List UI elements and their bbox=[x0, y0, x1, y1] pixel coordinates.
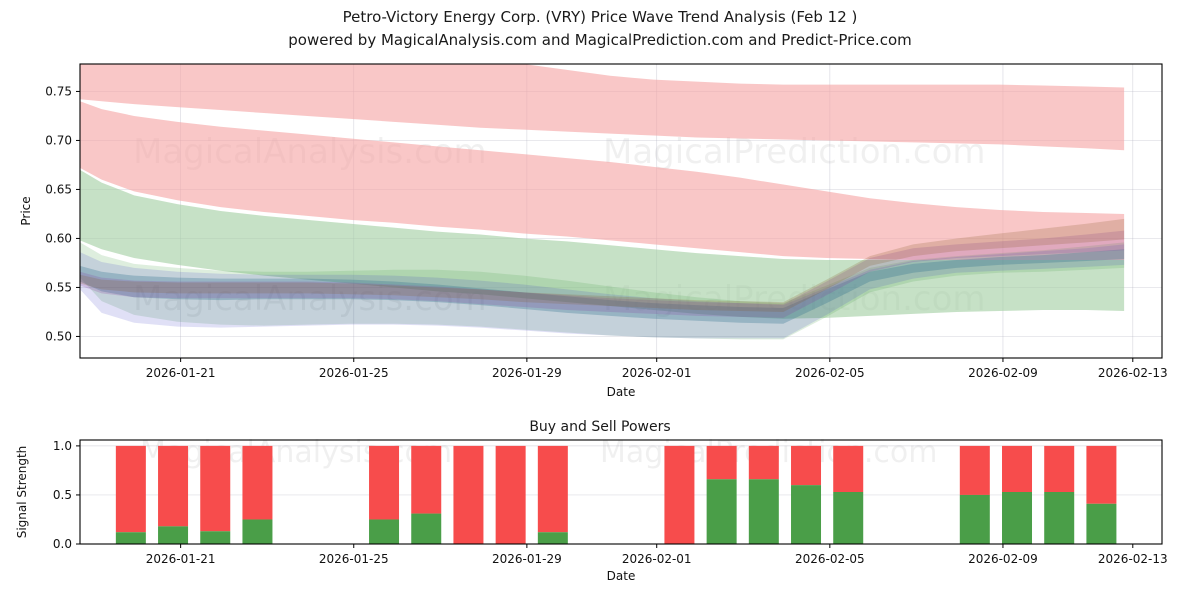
buy-power-bar[interactable] bbox=[537, 532, 568, 544]
signal-bars bbox=[115, 445, 1117, 544]
sell-power-bar[interactable] bbox=[1086, 445, 1117, 504]
signal-xtick: 2026-01-21 bbox=[146, 552, 216, 566]
price-ytick: 0.55 bbox=[45, 280, 72, 294]
sell-power-bar[interactable] bbox=[664, 445, 695, 544]
band-wave-green-outer-upper bbox=[80, 242, 1125, 340]
page-title: Petro-Victory Energy Corp. (VRY) Price W… bbox=[342, 8, 858, 26]
signal-ytick: 0.5 bbox=[53, 488, 72, 502]
signal-xtick: 2026-02-01 bbox=[622, 552, 692, 566]
sell-power-bar[interactable] bbox=[158, 445, 189, 527]
band-wave-core-upper bbox=[80, 249, 1125, 324]
sell-power-bar[interactable] bbox=[1002, 445, 1033, 492]
buy-power-bar[interactable] bbox=[706, 479, 737, 544]
sell-power-bar[interactable] bbox=[453, 445, 484, 544]
price-ytick: 0.65 bbox=[45, 182, 72, 196]
signal-ytick: 1.0 bbox=[53, 439, 72, 453]
sell-power-bar[interactable] bbox=[959, 445, 990, 495]
buy-power-bar[interactable] bbox=[369, 519, 400, 544]
signal-xtick: 2026-02-05 bbox=[795, 552, 865, 566]
signal-axes-frame bbox=[79, 439, 1163, 545]
buy-power-bar[interactable] bbox=[115, 532, 146, 544]
buy-sell-chart: MagicalAnalysis.com MagicalPrediction.co… bbox=[53, 435, 1168, 566]
buy-power-bar[interactable] bbox=[1086, 503, 1117, 544]
price-x-axis-label: Date bbox=[607, 385, 636, 399]
price-ytick: 0.60 bbox=[45, 231, 72, 245]
sell-power-bar[interactable] bbox=[200, 445, 231, 532]
band-upper-red-band-top bbox=[80, 64, 1125, 151]
sell-power-bar[interactable] bbox=[748, 445, 779, 480]
price-xtick: 2026-02-09 bbox=[968, 366, 1038, 380]
signal-y-tick-labels: 0.0 0.5 1.0 bbox=[53, 439, 80, 551]
buy-power-bar[interactable] bbox=[1044, 492, 1075, 544]
sell-power-bar[interactable] bbox=[537, 445, 568, 533]
price-xtick: 2026-01-29 bbox=[492, 366, 562, 380]
price-y-tick-labels: 0.50 0.55 0.60 0.65 0.70 0.75 bbox=[45, 84, 80, 343]
buy-sell-chart-title: Buy and Sell Powers bbox=[529, 419, 671, 435]
sell-power-bar[interactable] bbox=[706, 445, 737, 480]
sell-power-bar[interactable] bbox=[115, 445, 146, 533]
buy-power-bar[interactable] bbox=[959, 494, 990, 544]
price-ytick: 0.75 bbox=[45, 84, 72, 98]
band-wave-purple-upper bbox=[80, 230, 1125, 318]
band-green-band-top bbox=[80, 169, 1125, 319]
price-xtick: 2026-02-01 bbox=[622, 366, 692, 380]
buy-power-bar[interactable] bbox=[242, 519, 273, 544]
sell-power-bar[interactable] bbox=[833, 445, 864, 492]
band-mid-red-band-top bbox=[80, 101, 1125, 261]
price-xtick: 2026-02-13 bbox=[1098, 366, 1168, 380]
band-wave-brown-upper bbox=[80, 218, 1125, 312]
page-subtitle: powered by MagicalAnalysis.com and Magic… bbox=[288, 31, 912, 49]
buy-power-bar[interactable] bbox=[200, 531, 231, 544]
price-x-tick-labels: 2026-01-21 2026-01-25 2026-01-29 2026-02-01… bbox=[146, 358, 1168, 380]
signal-x-tick-labels: 2026-01-21 2026-01-25 2026-01-29 2026-02-01… bbox=[146, 544, 1168, 566]
buy-power-bar[interactable] bbox=[1002, 492, 1033, 544]
price-y-axis-label: Price bbox=[19, 196, 33, 225]
band-wave-blue-outer-upper bbox=[80, 244, 1125, 339]
sell-power-bar[interactable] bbox=[1044, 445, 1075, 492]
sell-power-bar[interactable] bbox=[369, 445, 400, 520]
signal-xtick: 2026-01-25 bbox=[319, 552, 389, 566]
price-xtick: 2026-01-21 bbox=[146, 366, 216, 380]
sell-power-bar[interactable] bbox=[495, 445, 526, 544]
sell-power-bar[interactable] bbox=[791, 445, 822, 486]
signal-xtick: 2026-02-09 bbox=[968, 552, 1038, 566]
price-ytick: 0.50 bbox=[45, 329, 72, 343]
price-axes-frame bbox=[79, 63, 1163, 359]
signal-xtick: 2026-01-29 bbox=[492, 552, 562, 566]
signal-xtick: 2026-02-13 bbox=[1098, 552, 1168, 566]
buy-power-bar[interactable] bbox=[833, 492, 864, 544]
buy-power-bar[interactable] bbox=[411, 513, 442, 544]
price-band-areas bbox=[80, 64, 1125, 340]
signal-ytick: 0.0 bbox=[53, 537, 72, 551]
watermark-analysis-bottom: MagicalAnalysis.com bbox=[140, 435, 452, 470]
signal-y-axis-label: Signal Strength bbox=[15, 446, 29, 539]
sell-power-bar[interactable] bbox=[411, 445, 442, 514]
price-wave-chart: MagicalAnalysis.com MagicalPrediction.co… bbox=[45, 63, 1168, 380]
signal-x-axis-label: Date bbox=[607, 569, 636, 583]
price-xtick: 2026-02-05 bbox=[795, 366, 865, 380]
price-ytick: 0.70 bbox=[45, 133, 72, 147]
sell-power-bar[interactable] bbox=[242, 445, 273, 520]
buy-power-bar[interactable] bbox=[791, 485, 822, 544]
price-xtick: 2026-01-25 bbox=[319, 366, 389, 380]
buy-power-bar[interactable] bbox=[158, 526, 189, 544]
buy-power-bar[interactable] bbox=[748, 479, 779, 544]
